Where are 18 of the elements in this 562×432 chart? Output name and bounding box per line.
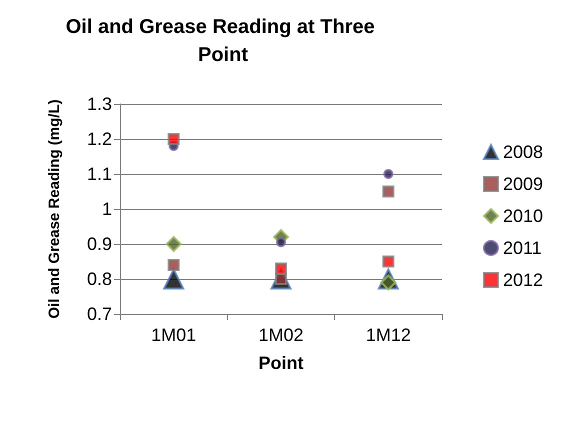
x-tick-label: 1M01 (151, 325, 196, 345)
y-tick-label: 1.1 (86, 164, 112, 184)
legend-label: 2009 (502, 174, 544, 194)
y-tick-label: 1.3 (86, 94, 112, 114)
y-tick-label: 0.9 (86, 234, 112, 254)
y-tick-label: 1.2 (86, 129, 112, 149)
y-axis-title: Oil and Grease Reading (mg/L) (46, 99, 63, 319)
x-axis-title: Point (258, 353, 304, 373)
x-tick-label: 1M02 (258, 325, 304, 345)
y-tick-label: 0.7 (86, 304, 112, 324)
legend-label: 2010 (502, 206, 544, 226)
legend-label: 2012 (502, 270, 544, 290)
legend-label: 2008 (502, 142, 544, 162)
y-tick-label: 0.8 (86, 269, 112, 289)
x-tick-label: 1M12 (366, 325, 411, 345)
y-tick-label: 1 (102, 199, 112, 219)
chart-title: Oil and Grease Reading at Three Point (66, 16, 380, 66)
legend-label: 2011 (502, 238, 542, 258)
